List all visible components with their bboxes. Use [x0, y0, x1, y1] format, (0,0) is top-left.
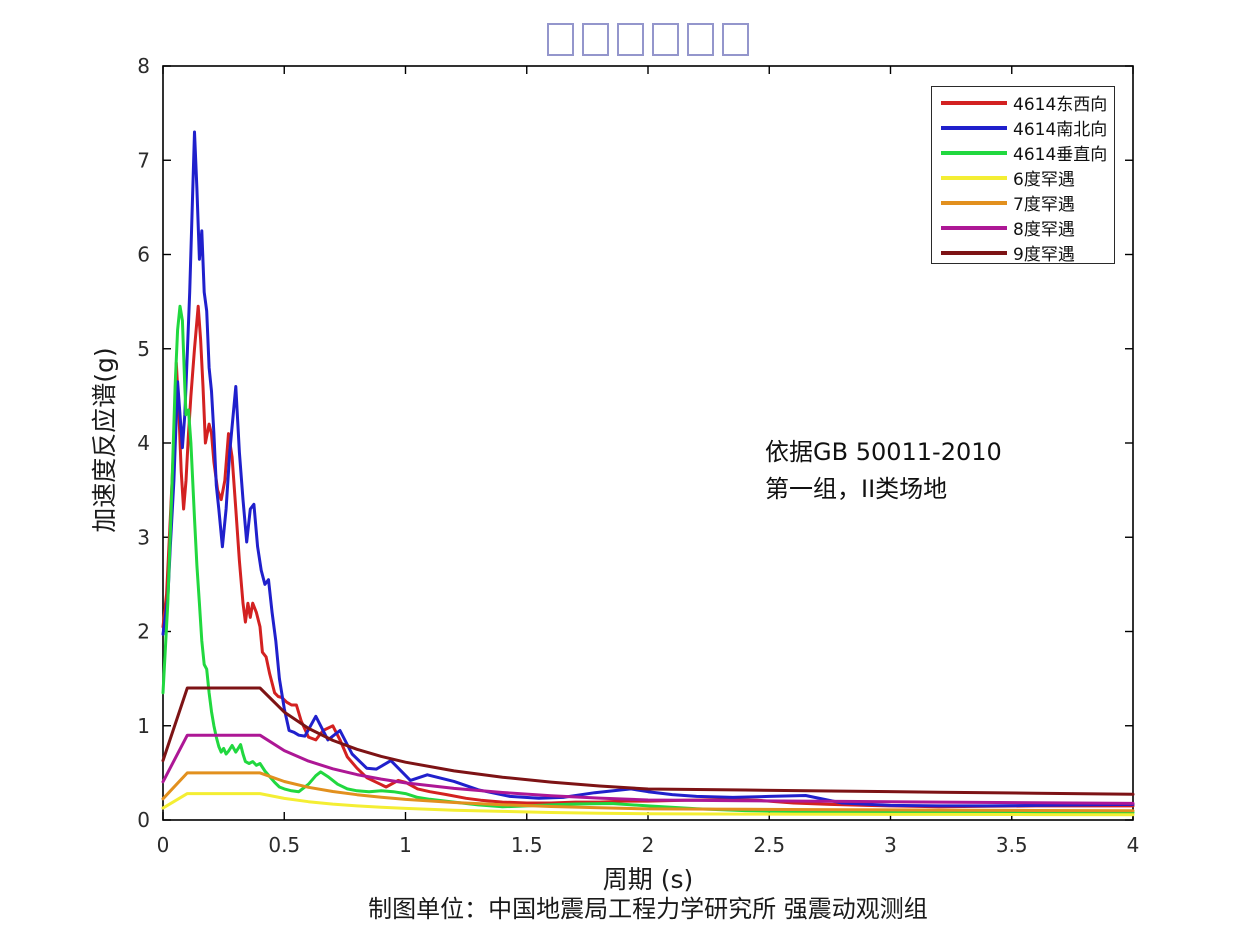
legend-item-label: 4614东西向: [1013, 95, 1108, 115]
x-tick-label: 0: [157, 833, 170, 857]
legend-item-label: 4614垂直向: [1013, 145, 1108, 165]
x-tick-label: 3.5: [996, 833, 1028, 857]
title-missing-glyph-box: [617, 23, 644, 56]
y-tick-label: 6: [137, 243, 150, 267]
legend-item-rare8: 8度罕遇: [932, 215, 1114, 240]
x-tick-label: 1.5: [511, 833, 543, 857]
title-missing-glyph-box: [582, 23, 609, 56]
legend-line-sample-rare6: [941, 175, 1007, 180]
legend-item-label: 8度罕遇: [1013, 220, 1075, 240]
title-missing-glyph-box: [722, 23, 749, 56]
legend-line-sample-rare8: [941, 225, 1007, 230]
series-line-ew: [161, 304, 1135, 809]
title-missing-glyph-box: [652, 23, 679, 56]
series-line-rare9: [161, 686, 1135, 796]
x-tick-label: 2.5: [753, 833, 785, 857]
x-tick-label: 1: [399, 833, 412, 857]
series-line-ns: [161, 130, 1135, 808]
legend-item-label: 4614南北向: [1013, 120, 1108, 140]
y-tick-label: 5: [137, 337, 150, 361]
series-line-rare6: [161, 792, 1135, 817]
title-missing-glyph-box: [687, 23, 714, 56]
legend-item-label: 9度罕遇: [1013, 245, 1075, 265]
legend-item-ew: 4614东西向: [932, 90, 1114, 115]
y-tick-label: 3: [137, 525, 150, 549]
legend-item-rare6: 6度罕遇: [932, 165, 1114, 190]
x-tick-label: 0.5: [268, 833, 300, 857]
figure-title-missing-glyphs: [163, 23, 1133, 56]
caption: 制图单位：中国地震局工程力学研究所 强震动观测组: [368, 895, 928, 923]
legend-line-sample-ud: [941, 150, 1007, 155]
legend-item-rare7: 7度罕遇: [932, 190, 1114, 215]
series-line-rare7: [161, 771, 1135, 813]
legend: 4614东西向 4614南北向 4614垂直向 6度罕遇 7度罕遇 8度罕遇 9度罕遇: [931, 86, 1115, 265]
legend-line-sample-rare9: [941, 250, 1007, 255]
title-missing-glyph-box: [547, 23, 574, 56]
legend-line-sample-ns: [941, 125, 1007, 130]
legend-item-label: 7度罕遇: [1013, 195, 1075, 215]
x-tick-label: 2: [642, 833, 655, 857]
legend-line-sample-rare7: [941, 200, 1007, 205]
legend-line-sample-ew: [941, 100, 1007, 105]
legend-item-label: 6度罕遇: [1013, 170, 1075, 190]
y-tick-label: 7: [137, 148, 150, 172]
y-tick-label: 4: [137, 431, 150, 455]
y-tick-label: 2: [137, 620, 150, 644]
legend-item-ns: 4614南北向: [932, 115, 1114, 140]
x-tick-label: 3: [884, 833, 897, 857]
y-axis-label: 加速度反应谱(g): [90, 347, 119, 533]
legend-item-rare9: 9度罕遇: [932, 240, 1114, 265]
x-tick-label: 4: [1127, 833, 1140, 857]
annotation-line-2: 第一组，II类场地: [765, 475, 948, 503]
code-reference-annotation: 依据GB 50011-2010 第一组，II类场地: [765, 434, 1002, 508]
x-axis-label: 周期 (s): [602, 865, 694, 894]
y-tick-label: 0: [137, 808, 150, 832]
annotation-line-1: 依据GB 50011-2010: [765, 438, 1002, 466]
series-line-rare8: [161, 733, 1135, 805]
y-tick-label: 1: [137, 714, 150, 738]
legend-item-ud: 4614垂直向: [932, 140, 1114, 165]
y-tick-label: 8: [137, 54, 150, 78]
